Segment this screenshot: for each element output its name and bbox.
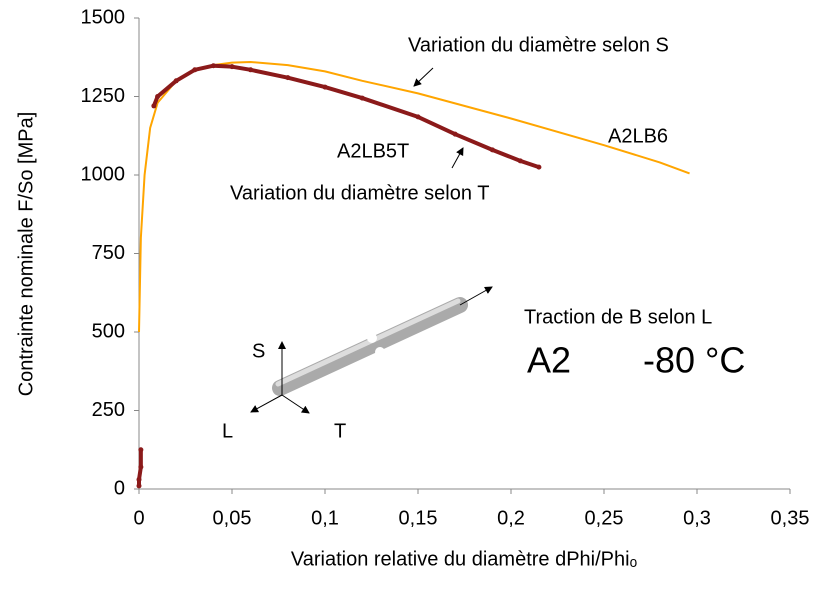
data-point [517,158,523,164]
data-point [192,67,198,73]
data-point [322,84,328,90]
y-axis-label: Contrainte nominale F/So [MPa] [15,112,37,397]
data-point [155,94,161,99]
y-tick-label: 250 [92,399,125,421]
data-point [138,464,144,470]
data-point [536,164,542,170]
data-point [248,67,254,73]
y-tick-label: 0 [114,477,125,499]
data-point [138,447,144,453]
y-tick-label: 1250 [81,85,126,107]
data-point [415,114,421,120]
data-point [489,147,495,153]
data-point [210,63,216,69]
x-tick-label: 0,1 [311,507,339,529]
annotation: Variation du diamètre selon T [230,182,489,204]
y-tick-label: 1500 [81,6,126,28]
data-point [173,78,179,84]
x-tick-label: 0,35 [771,507,810,529]
series-line [138,60,690,333]
annotation: A2LB6 [608,125,668,147]
data-point [359,95,365,101]
y-tick-label: 1000 [81,163,126,185]
x-tick-label: 0,05 [213,507,252,529]
annotation: L [222,420,233,442]
annotation: A2LB5T [337,140,409,162]
annotation: Variation du diamètre selon S [408,34,669,56]
data-point [136,477,142,483]
data-point [452,131,458,137]
specimen-diagram [250,67,493,414]
x-tick-label: 0,3 [683,507,711,529]
annotation: A2 [527,340,571,381]
x-tick-label: 0,2 [497,507,525,529]
annotation: Traction de B selon L [524,306,712,328]
annotation: -80 °C [643,340,745,381]
x-tick-label: 0 [133,507,144,529]
annotation: S [252,340,265,362]
x-axis-label: Variation relative du diamètre dPhi/Phiₒ [291,548,637,570]
data-point [136,483,142,489]
y-tick-label: 500 [92,320,125,342]
y-tick-label: 750 [92,242,125,264]
annotation: T [334,420,346,442]
data-point [151,103,157,109]
x-tick-label: 0,25 [585,507,624,529]
data-point [229,64,235,70]
data-point [285,75,291,81]
x-tick-label: 0,15 [399,507,438,529]
